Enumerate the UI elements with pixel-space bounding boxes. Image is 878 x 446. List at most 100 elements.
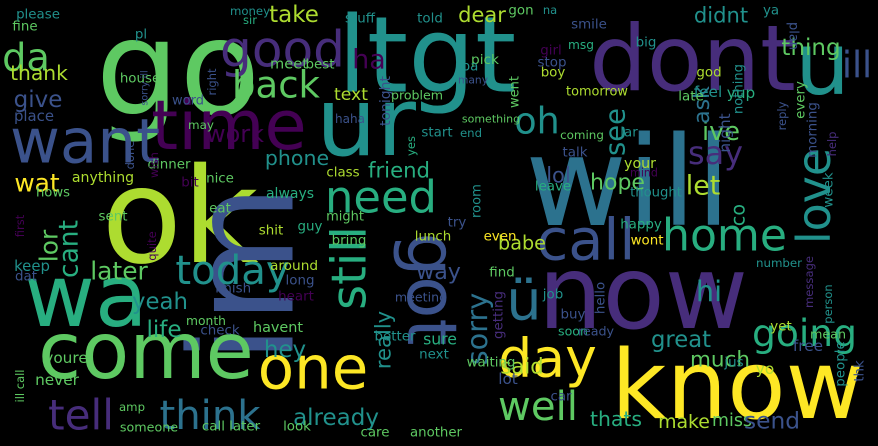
word-coming: coming [560,128,604,142]
word-didnt: didnt [694,3,748,28]
word-people: people [834,341,849,386]
word-haha: haha [335,112,365,126]
word-havent: havent [253,320,303,336]
word-try: try [448,216,467,231]
word-wont: wont [631,234,664,249]
word-today: today [175,248,289,294]
word-yeah: yeah [132,289,188,315]
word-see: see [601,108,632,156]
word-ok: ok [101,140,259,294]
word-keep: keep [14,257,50,275]
word-youre: youre [44,349,87,367]
word-message: message [802,256,816,308]
word-way: way [416,259,461,285]
word-gon: gon [508,4,533,19]
word-day: day [498,327,597,390]
word-miss: miss [712,411,752,431]
word-u-umlaut: ü [506,269,541,334]
word-sorry: sorry [460,293,494,366]
word-oh: oh [514,100,559,143]
word-well: well [498,384,578,430]
word-thought: thought [630,186,682,201]
word-every: every [794,81,809,119]
word-tonight: tonight [378,75,394,126]
word-give: give [14,87,63,113]
word-already: already [293,405,379,431]
word-home: home [662,211,787,262]
word-long: long [286,274,315,289]
word-time: time [151,86,307,166]
word-anything: anything [72,170,134,186]
word-yup: yup [727,84,755,102]
word-ill-call: ill call [13,369,27,402]
word-amp: amp [119,400,145,414]
word-good: good [220,20,345,79]
word-will: will [525,111,730,255]
word-another: another [410,426,463,441]
word-much: much [690,348,750,373]
word-msg: msg [568,38,594,52]
word-week: week [822,172,837,207]
word-thing: thing [781,35,840,61]
word-want: want [10,107,160,178]
word-lot: lot [498,370,518,388]
word-make: make [658,411,710,433]
word-lunch: lunch [415,230,452,245]
word-bit: bit [181,176,198,191]
word-find: find [489,266,514,281]
word-never: never [35,371,80,389]
word-hope: hope [590,171,645,196]
word-eat: eat [209,202,231,217]
word-always: always [266,186,314,202]
word-place: place [14,107,54,125]
word-na: na [543,3,557,17]
word-thats: thats [590,407,642,431]
word-house: house [120,72,160,87]
word-even: even [484,230,517,245]
word-word: word [172,94,204,109]
word-cant: cant [54,220,85,278]
word-getting: getting [492,291,507,339]
word-say: say [688,134,743,172]
word-month: month [186,314,226,328]
word-help: help [825,132,839,157]
word-da: da [2,36,50,81]
word-smile: smile [571,18,607,33]
word-best: best [306,58,335,73]
word-pa: pa [462,60,479,75]
word-sorry-ill: sorry ill [140,70,151,105]
word-free: free [793,337,823,355]
word-dat: dat [15,270,37,285]
word-life: life [146,317,181,343]
word-class: class [326,166,359,181]
word-many: many [458,74,488,87]
word-someone: someone [120,420,178,435]
word-done: done [123,141,137,170]
word-yo: yo [756,360,774,378]
word-sent: sent [99,210,128,225]
word-hello: hello [594,282,609,314]
word-one: one [258,335,369,404]
word-yes: yes [404,136,418,156]
word-meeting: meeting [395,290,447,305]
word-care: care [360,426,389,441]
word-hows: hows [36,186,70,201]
word-lar: lar [620,126,638,141]
word-person: person [821,284,835,323]
word-big: big [636,36,657,51]
word-yet: yet [770,320,791,335]
word-mind: mind [630,167,658,180]
word-talk: talk [563,146,588,161]
word-went: went [508,76,523,108]
word-told: told [417,12,443,27]
word-call: call [537,207,636,274]
word-sir: sir [243,13,257,27]
word-bring: bring [332,234,367,249]
word-problem: problem [391,88,443,103]
word-next: next [419,348,449,363]
word-go: go [96,0,261,146]
word-later: later [90,257,148,286]
word-dear: dear [458,3,506,27]
word-ur: ur [316,66,417,178]
